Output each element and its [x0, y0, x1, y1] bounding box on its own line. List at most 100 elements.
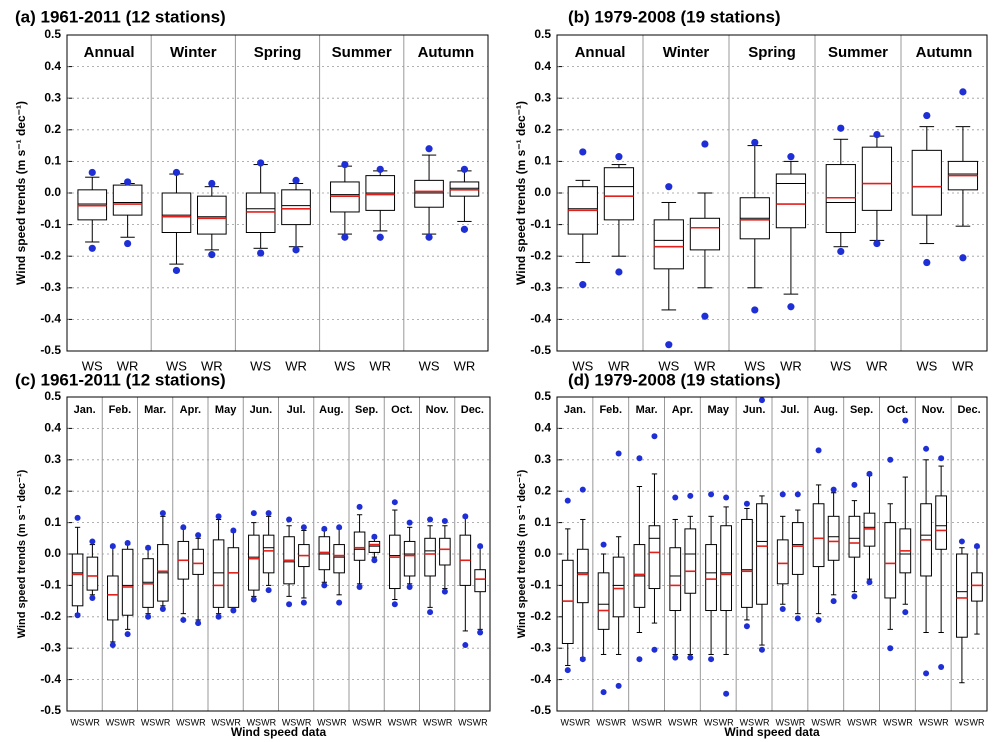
box-label: WR	[117, 358, 139, 373]
outlier	[257, 159, 265, 167]
outlier	[758, 397, 765, 404]
group-label: Summer	[332, 44, 392, 61]
outlier	[866, 579, 873, 586]
outlier	[794, 491, 801, 498]
box-label: WR	[332, 717, 347, 727]
outlier	[159, 605, 166, 612]
group-label: Annual	[84, 44, 135, 61]
box	[812, 503, 825, 568]
outlier	[145, 544, 152, 551]
box-label: WR	[369, 358, 391, 373]
box-label: WS	[847, 717, 862, 727]
outlier	[88, 168, 96, 177]
box	[861, 146, 893, 211]
box-label: WS	[176, 717, 191, 727]
y-tick-label: 0.5	[44, 27, 61, 41]
y-tick-label: -0.5	[530, 703, 551, 717]
box	[603, 167, 635, 221]
group-label: Feb.	[109, 404, 132, 416]
y-tick-label: -0.4	[40, 672, 61, 686]
outlier	[615, 450, 622, 457]
outlier	[89, 594, 96, 601]
outlier	[579, 656, 586, 663]
outlier	[701, 140, 709, 148]
outlier	[959, 88, 967, 96]
y-tick-label: 0.3	[44, 452, 61, 466]
outlier	[180, 524, 187, 531]
box-label: WS	[106, 717, 121, 727]
outlier	[923, 445, 930, 452]
outlier	[336, 524, 343, 531]
y-tick-label: 0.0	[534, 546, 551, 560]
y-axis-label: Wind speed trends (m s⁻¹ dec⁻¹)	[514, 101, 528, 285]
outlier	[579, 486, 586, 493]
box-label: WS	[561, 717, 576, 727]
outlier	[665, 183, 673, 191]
outlier	[406, 519, 413, 526]
box-label: WS	[704, 717, 719, 727]
outlier	[145, 613, 152, 620]
group-label: Mar.	[144, 404, 166, 416]
box-label: WR	[754, 717, 769, 727]
outlier	[265, 587, 272, 594]
outlier	[794, 615, 801, 622]
box	[248, 534, 260, 591]
outlier	[441, 588, 448, 595]
y-tick-label: 0.5	[44, 389, 61, 403]
y-tick-label: 0.3	[44, 90, 61, 104]
box	[791, 522, 804, 575]
box-label: WR	[296, 717, 311, 727]
box	[368, 540, 381, 553]
group-label: Jan.	[74, 404, 96, 416]
y-tick-label: 0.2	[534, 122, 551, 136]
box-label: WS	[282, 717, 297, 727]
outlier	[873, 130, 881, 139]
box-label: WR	[226, 717, 241, 727]
box	[775, 173, 807, 229]
box	[971, 572, 983, 602]
outlier	[851, 481, 858, 488]
box-label: WR	[575, 717, 590, 727]
box	[669, 547, 682, 612]
group-label: Feb.	[599, 404, 622, 416]
box-label: WR	[261, 717, 276, 727]
box	[192, 548, 204, 575]
outlier	[321, 582, 328, 589]
group-label: Oct.	[391, 404, 412, 416]
outlier	[230, 527, 237, 534]
box-label: WS	[352, 717, 367, 727]
y-tick-label: -0.2	[530, 609, 551, 623]
outlier	[779, 605, 786, 612]
outlier	[687, 492, 694, 499]
outlier	[124, 631, 131, 638]
outlier	[88, 244, 96, 252]
outlier	[600, 541, 607, 548]
group-label: May	[708, 404, 730, 416]
box	[653, 219, 684, 270]
y-tick-label: 0.4	[44, 421, 61, 435]
y-tick-label: 0.1	[534, 515, 551, 529]
y-tick-label: 0.4	[44, 59, 61, 73]
group-label: Oct.	[887, 404, 908, 416]
box	[956, 553, 968, 638]
y-tick-label: -0.1	[40, 217, 61, 231]
box	[576, 548, 589, 604]
outlier	[462, 642, 469, 649]
box	[353, 531, 366, 561]
panel-title: (c) 1961-2011 (12 stations)	[15, 370, 226, 389]
outlier	[923, 670, 930, 677]
box-label: WS	[572, 358, 593, 373]
box-label: WR	[201, 358, 223, 373]
outlier	[751, 138, 759, 147]
outlier	[830, 598, 837, 605]
y-tick-label: 0.0	[534, 185, 551, 199]
box-label: WS	[883, 717, 898, 727]
group-label: Jun.	[250, 404, 273, 416]
group-label: Winter	[663, 44, 710, 61]
y-tick-label: 0.0	[44, 185, 61, 199]
outlier	[923, 111, 931, 120]
group-label: Summer	[828, 44, 888, 61]
box	[197, 195, 227, 235]
outlier	[230, 607, 237, 614]
outlier	[376, 233, 384, 241]
